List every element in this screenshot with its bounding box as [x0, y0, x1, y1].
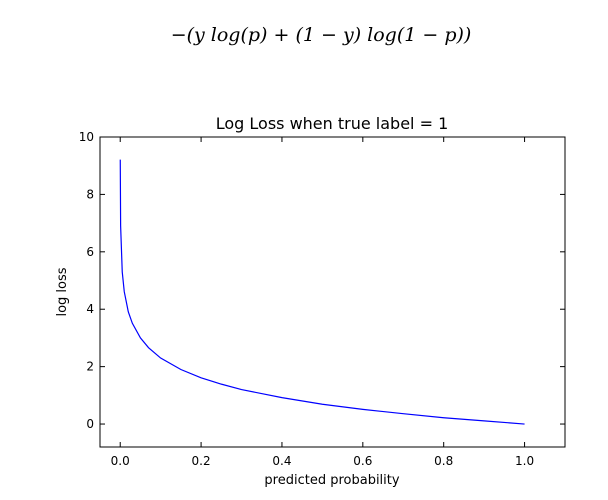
series-line-0 — [119, 159, 525, 425]
x-tick-label-0: 0.0 — [111, 454, 130, 468]
x-tick-label-3: 0.6 — [353, 454, 372, 468]
x-axis-label: predicted probability — [264, 473, 399, 488]
axis-ticks: 0.0 0.2 0.4 0.6 0.8 1.0 0 2 4 6 8 10 — [79, 130, 565, 468]
y-tick-label-3: 6 — [86, 245, 94, 259]
plot-area — [119, 159, 525, 425]
y-tick-label-0: 0 — [86, 417, 94, 431]
plot-frame — [99, 136, 566, 448]
x-tick-label-2: 0.4 — [272, 454, 291, 468]
y-tick-label-5: 10 — [79, 130, 94, 144]
y-tick-label-1: 2 — [86, 360, 94, 374]
loss-formula: −(y log(p) + (1 − y) log(1 − p)) — [170, 24, 472, 46]
x-tick-label-5: 1.0 — [515, 454, 534, 468]
y-tick-label-2: 4 — [86, 302, 94, 316]
x-tick-label-4: 0.8 — [434, 454, 453, 468]
chart-title: Log Loss when true label = 1 — [216, 114, 449, 133]
y-axis-label: log loss — [55, 267, 70, 316]
x-tick-label-1: 0.2 — [192, 454, 211, 468]
y-tick-label-4: 8 — [86, 187, 94, 201]
